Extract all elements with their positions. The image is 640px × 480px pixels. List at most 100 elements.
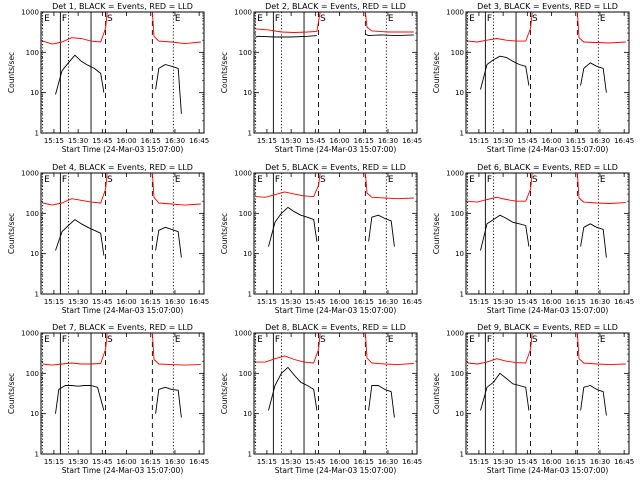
panel-title: Det 4, BLACK = Events, RED = LLD — [52, 163, 193, 172]
lld-series-line — [467, 332, 533, 365]
marker-label: E — [388, 14, 394, 24]
lld-series-line — [364, 172, 414, 200]
x-tick-label: 15:30 — [281, 458, 301, 466]
y-axis-label: Counts/sec — [432, 213, 441, 254]
x-tick-label: 16:00 — [116, 137, 136, 145]
x-tick-label: 16:30 — [165, 137, 185, 145]
y-tick-label: 100 — [26, 370, 39, 378]
x-axis-label: Start Time (24-Mar-03 15:07:00) — [62, 145, 184, 154]
x-axis-label: Start Time (24-Mar-03 15:07:00) — [487, 145, 609, 154]
events-series-line — [580, 223, 607, 258]
y-tick-label: 10 — [30, 250, 39, 258]
marker-label: E — [257, 175, 263, 185]
y-tick-label: 10 — [30, 89, 39, 97]
x-tick-label: 15:15 — [44, 458, 64, 466]
detector-panel-2: Det 2, BLACK = Events, RED = LLD 1 10 100 10… — [220, 2, 422, 154]
y-axis-label: Counts/sec — [7, 213, 16, 254]
marker-label: E — [44, 14, 50, 24]
events-series-line — [580, 62, 607, 93]
marker-label: S — [320, 175, 326, 185]
x-tick-label: 15:45 — [517, 137, 537, 145]
marker-label: E — [44, 335, 50, 345]
x-tick-label: 16:00 — [541, 137, 561, 145]
x-tick-label: 16:30 — [378, 298, 398, 306]
panel-title: Det 2, BLACK = Events, RED = LLD — [265, 2, 406, 11]
y-tick-label: 1000 — [234, 9, 252, 17]
panel-title: Det 3, BLACK = Events, RED = LLD — [477, 2, 618, 11]
marker-label: E — [469, 175, 475, 185]
y-tick-label: 1 — [248, 130, 252, 138]
lld-series-line — [151, 11, 201, 45]
y-tick-label: 10 — [455, 250, 464, 258]
y-tick-label: 1 — [35, 451, 39, 459]
y-tick-label: 1 — [248, 291, 252, 299]
y-tick-label: 100 — [239, 370, 252, 378]
detector-panel-4: Det 4, BLACK = Events, RED = LLD 1 10 100 10… — [7, 163, 209, 315]
detector-panel-8: Det 8, BLACK = Events, RED = LLD 1 10 100 10… — [220, 323, 422, 475]
marker-label: S — [107, 14, 113, 24]
x-tick-label: 16:45 — [402, 298, 422, 306]
events-series-line — [368, 385, 395, 418]
lld-series-line — [576, 332, 626, 366]
x-tick-label: 16:00 — [541, 458, 561, 466]
lld-series-line — [151, 172, 201, 206]
events-series-line — [55, 219, 105, 256]
marker-label: E — [175, 175, 181, 185]
y-tick-label: 100 — [451, 370, 464, 378]
x-tick-label: 16:15 — [354, 298, 374, 306]
x-tick-label: 15:15 — [257, 298, 277, 306]
x-tick-label: 16:30 — [590, 298, 610, 306]
x-tick-label: 15:45 — [92, 298, 112, 306]
panel-title: Det 1, BLACK = Events, RED = LLD — [52, 2, 193, 11]
marker-label: F — [62, 335, 67, 345]
y-tick-label: 1000 — [21, 170, 39, 178]
marker-label: S — [532, 14, 538, 24]
y-tick-label: 1 — [248, 451, 252, 459]
y-tick-label: 10 — [243, 410, 252, 418]
x-tick-label: 15:30 — [493, 458, 513, 466]
panel-title: Det 9, BLACK = Events, RED = LLD — [477, 323, 618, 332]
x-tick-label: 15:45 — [305, 458, 325, 466]
x-tick-label: 16:00 — [116, 458, 136, 466]
plot-frame — [465, 332, 630, 455]
detector-panel-3: Det 3, BLACK = Events, RED = LLD 1 10 100 10… — [432, 2, 634, 154]
x-tick-label: 16:15 — [354, 458, 374, 466]
x-axis-label: Start Time (24-Mar-03 15:07:00) — [275, 306, 397, 315]
y-tick-label: 100 — [239, 210, 252, 218]
events-series-line — [268, 366, 318, 411]
marker-label: F — [275, 335, 280, 345]
events-series-line — [155, 386, 182, 418]
detector-panel-6: Det 6, BLACK = Events, RED = LLD 1 10 100 10… — [432, 163, 634, 315]
x-tick-label: 15:15 — [469, 137, 489, 145]
y-tick-label: 1000 — [446, 9, 464, 17]
y-tick-label: 10 — [243, 250, 252, 258]
y-tick-label: 1 — [35, 291, 39, 299]
y-axis-label: Counts/sec — [7, 52, 16, 93]
y-tick-label: 100 — [26, 49, 39, 57]
y-tick-label: 10 — [30, 410, 39, 418]
detector-panel-9: Det 9, BLACK = Events, RED = LLD 1 10 100 10… — [432, 323, 634, 475]
x-tick-label: 15:15 — [257, 458, 277, 466]
events-series-line — [368, 214, 395, 247]
marker-label: F — [487, 175, 492, 185]
y-tick-label: 1000 — [446, 170, 464, 178]
detector-panel-5: Det 5, BLACK = Events, RED = LLD 1 10 100 10… — [220, 163, 422, 315]
plot-frame — [465, 11, 630, 134]
y-axis-label: Counts/sec — [432, 373, 441, 414]
x-tick-label: 16:15 — [566, 137, 586, 145]
marker-label: F — [487, 14, 492, 24]
x-tick-label: 16:15 — [141, 137, 161, 145]
y-tick-label: 10 — [455, 410, 464, 418]
lld-series-line — [467, 172, 533, 203]
x-tick-label: 16:30 — [165, 298, 185, 306]
x-tick-label: 15:45 — [517, 458, 537, 466]
x-tick-label: 16:45 — [614, 298, 634, 306]
x-tick-label: 16:45 — [614, 137, 634, 145]
plot-frame — [465, 172, 630, 295]
marker-label: E — [175, 14, 181, 24]
marker-label: S — [107, 335, 113, 345]
events-series-line — [580, 385, 607, 416]
y-tick-label: 1000 — [21, 330, 39, 338]
x-axis-label: Start Time (24-Mar-03 15:07:00) — [275, 466, 397, 475]
